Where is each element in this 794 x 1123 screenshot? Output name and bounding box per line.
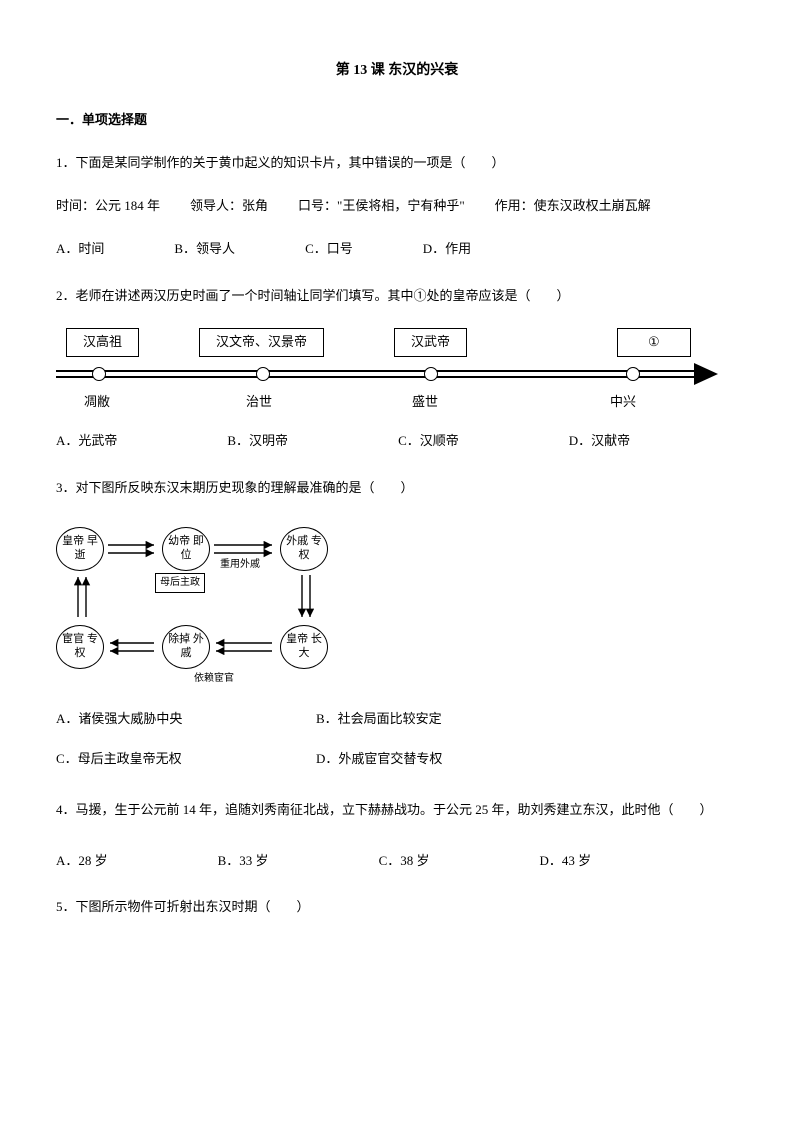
- section-heading: 一．单项选择题: [56, 110, 738, 131]
- label-rely-eunuch: 依赖宦官: [194, 671, 234, 687]
- cycle-diagram: 皇帝 早逝 幼帝 即位 外戚 专权 皇帝 长大 除掉 外戚 宦官 专权 母后主政…: [56, 521, 376, 691]
- q2-opt-d[interactable]: D．汉献帝: [569, 431, 630, 452]
- timeline-label-3: 中兴: [610, 392, 636, 413]
- tick-icon: [92, 367, 106, 381]
- timeline-box-2: 汉武帝: [394, 328, 467, 357]
- q1-text: 1．下面是某同学制作的关于黄巾起义的知识卡片，其中错误的一项是（ ）: [56, 153, 738, 174]
- q2-opt-b[interactable]: B．汉明帝: [227, 431, 288, 452]
- timeline-box-3: ①: [617, 328, 691, 357]
- q2-opt-c[interactable]: C．汉顺帝: [398, 431, 459, 452]
- q1-opt-b[interactable]: B．领导人: [174, 239, 235, 260]
- arrow-icon: [212, 637, 278, 657]
- timeline-label-0: 凋敝: [84, 392, 110, 413]
- q2-text: 2．老师在讲述两汉历史时画了一个时间轴让同学们填写。其中①处的皇帝应该是（ ）: [56, 286, 738, 307]
- q3-opt-c[interactable]: C．母后主政皇帝无权: [56, 749, 316, 770]
- timeline-box-1: 汉文帝、汉景帝: [199, 328, 324, 357]
- arrow-icon: [212, 539, 278, 559]
- node-young-emperor: 幼帝 即位: [162, 527, 210, 571]
- q1-card-slogan: 口号："王侯将相，宁有种乎": [298, 196, 465, 217]
- q4-opt-b[interactable]: B．33 岁: [218, 851, 269, 872]
- timeline-label-2: 盛世: [412, 392, 438, 413]
- rect-mother-regent: 母后主政: [155, 573, 205, 593]
- arrow-icon: [72, 573, 92, 623]
- q4-opt-c[interactable]: C．38 岁: [379, 851, 430, 872]
- q3-opt-d[interactable]: D．外戚宦官交替专权: [316, 749, 576, 770]
- q3-text: 3．对下图所反映东汉末期历史现象的理解最准确的是（ ）: [56, 478, 738, 499]
- q3-options: A．诸侯强大威胁中央 B．社会局面比较安定 C．母后主政皇帝无权 D．外戚宦官交…: [56, 709, 738, 771]
- q1-card-time: 时间：公元 184 年: [56, 196, 160, 217]
- timeline-diagram: 汉高祖 汉文帝、汉景帝 汉武帝 ① 凋敝 治世 盛世 中兴: [56, 328, 738, 413]
- arrow-icon: [106, 539, 160, 559]
- q4-options: A．28 岁 B．33 岁 C．38 岁 D．43 岁: [56, 851, 738, 872]
- arrow-icon: [106, 637, 160, 657]
- node-emperor-dies: 皇帝 早逝: [56, 527, 104, 571]
- timeline-label-1: 治世: [246, 392, 272, 413]
- arrow-icon: [296, 573, 316, 623]
- q2-options: A．光武帝 B．汉明帝 C．汉顺帝 D．汉献帝: [56, 431, 738, 452]
- q3-opt-b[interactable]: B．社会局面比较安定: [316, 709, 576, 730]
- q1-card: 时间：公元 184 年 领导人：张角 口号："王侯将相，宁有种乎" 作用：使东汉…: [56, 196, 738, 217]
- q1-card-leader: 领导人：张角: [190, 196, 268, 217]
- q1-options: A．时间 B．领导人 C．口号 D．作用: [56, 239, 738, 260]
- tick-icon: [424, 367, 438, 381]
- q4-opt-a[interactable]: A．28 岁: [56, 851, 108, 872]
- q4-text: 4．马援，生于公元前 14 年，追随刘秀南征北战，立下赫赫战功。于公元 25 年…: [56, 792, 738, 828]
- node-remove-relative: 除掉 外戚: [162, 625, 210, 669]
- label-use-relative: 重用外戚: [220, 557, 260, 573]
- node-eunuch-power: 宦官 专权: [56, 625, 104, 669]
- q2-opt-a[interactable]: A．光武帝: [56, 431, 117, 452]
- page-title: 第 13 课 东汉的兴衰: [56, 60, 738, 82]
- q3-opt-a[interactable]: A．诸侯强大威胁中央: [56, 709, 316, 730]
- q1-opt-d[interactable]: D．作用: [423, 239, 471, 260]
- q4-opt-d[interactable]: D．43 岁: [539, 851, 591, 872]
- tick-icon: [626, 367, 640, 381]
- q1-opt-c[interactable]: C．口号: [305, 239, 353, 260]
- node-emperor-grows: 皇帝 长大: [280, 625, 328, 669]
- timeline-box-0: 汉高祖: [66, 328, 139, 357]
- tick-icon: [256, 367, 270, 381]
- q5-text: 5．下图所示物件可折射出东汉时期（ ）: [56, 897, 738, 918]
- arrow-head-icon: [694, 363, 718, 385]
- q1-card-effect: 作用：使东汉政权土崩瓦解: [495, 196, 651, 217]
- q1-opt-a[interactable]: A．时间: [56, 239, 104, 260]
- node-relative-power: 外戚 专权: [280, 527, 328, 571]
